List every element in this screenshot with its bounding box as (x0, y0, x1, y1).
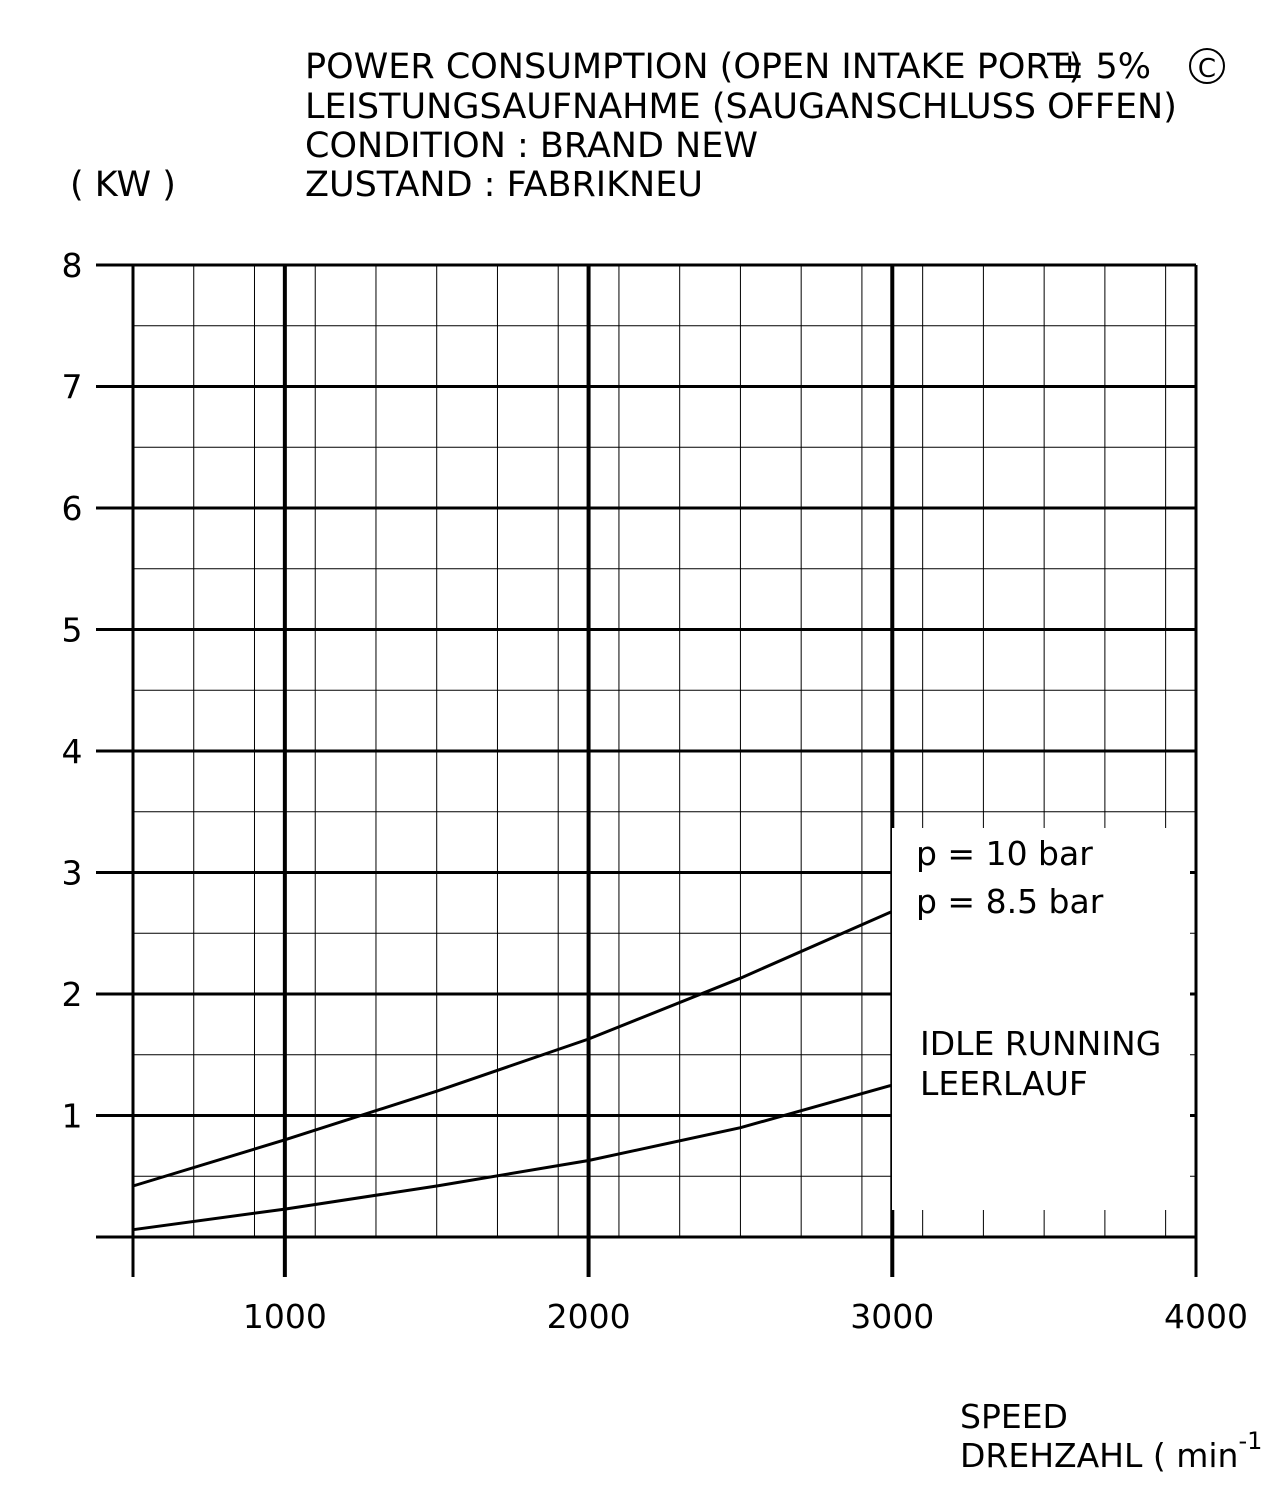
y-tick-label: 7 (62, 368, 83, 407)
series-label-idle-line-2: LEERLAUF (920, 1064, 1088, 1103)
x-tick-label: 2000 (547, 1297, 631, 1336)
y-tick-label: 6 (62, 489, 83, 528)
tolerance-label: ± 5% (1055, 47, 1151, 87)
axes (96, 265, 1198, 1277)
series-lines (132, 910, 893, 1232)
chart-title-line-4: ZUSTAND : FABRIKNEU (305, 165, 703, 205)
tick-labels: 1 2 3 4 5 6 7 8 1000 2000 3000 4000 (62, 246, 1248, 1336)
y-tick-label: 3 (62, 854, 83, 893)
series-line-1 (132, 910, 893, 1188)
x-tick-label: 3000 (850, 1297, 934, 1336)
series-label-pressure-line-2: p = 8.5 bar (916, 882, 1104, 921)
x-tick-label: 1000 (243, 1297, 327, 1336)
y-axis-label: ( KW ) (70, 165, 176, 205)
y-tick-label: 1 (62, 1097, 83, 1136)
x-tick-label: 4000 (1164, 1297, 1248, 1336)
series-line-2 (132, 1083, 893, 1232)
x-axis-label-line-2: DREHZAHL ( min-1) (960, 1427, 1263, 1475)
y-tick-label: 5 (62, 611, 83, 650)
legend-mask (892, 828, 1190, 1210)
series-label-idle-line-1: IDLE RUNNING (920, 1024, 1161, 1063)
copyright-letter: C (1198, 54, 1216, 84)
y-tick-label: 2 (62, 975, 83, 1014)
chart-title-line-1: POWER CONSUMPTION (OPEN INTAKE PORT) (305, 47, 1082, 87)
series-label-pressure-line-1: p = 10 bar (916, 834, 1093, 873)
copyright-circle (1189, 48, 1225, 84)
chart-title-line-2: LEISTUNGSAUFNAHME (SAUGANSCHLUSS OFFEN) (305, 87, 1177, 127)
x-axis-label-exponent: -1 (1238, 1427, 1262, 1455)
x-axis-label-text: DREHZAHL ( min (960, 1436, 1238, 1475)
y-tick-label: 8 (62, 246, 83, 285)
chart-title-line-3: CONDITION : BRAND NEW (305, 126, 758, 166)
y-tick-label: 4 (62, 732, 83, 771)
x-axis-label-line-1: SPEED (960, 1397, 1068, 1436)
